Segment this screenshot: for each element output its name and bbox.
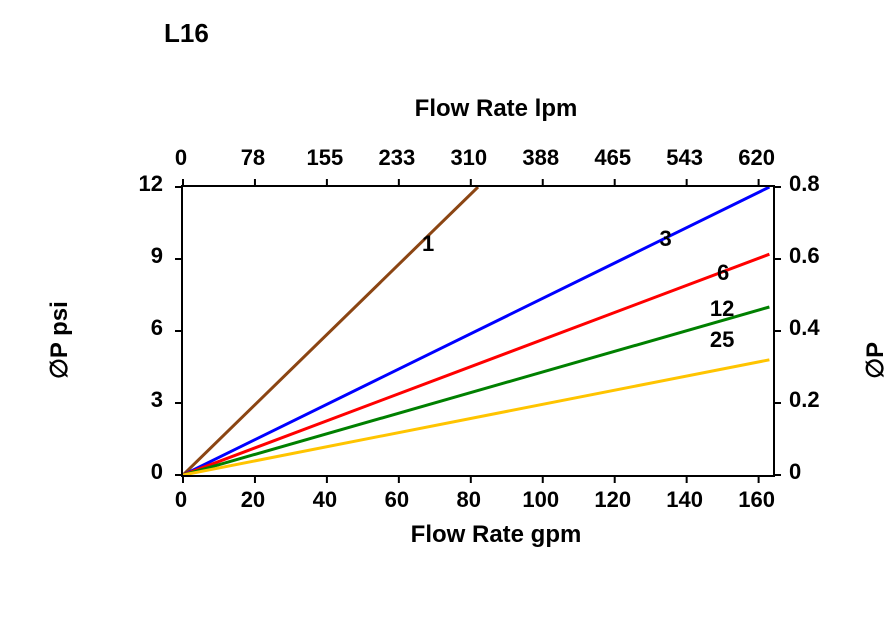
x-bottom-tick-label: 140 — [666, 487, 703, 513]
x-top-tick-label: 620 — [738, 145, 775, 171]
y-left-tick-label: 0 — [151, 459, 163, 485]
y-left-tick-label: 12 — [139, 171, 163, 197]
series-label: 1 — [422, 231, 434, 257]
x-top-tick-label: 155 — [307, 145, 344, 171]
x-bottom-tick-label: 60 — [385, 487, 409, 513]
y-left-axis-title: ∅P psi — [45, 301, 74, 379]
x-bottom-tick-label: 40 — [313, 487, 337, 513]
x-bottom-tick-label: 160 — [738, 487, 775, 513]
chart-svg — [183, 187, 773, 475]
series-line — [183, 254, 769, 475]
series-label: 25 — [710, 327, 734, 353]
x-top-tick-label: 0 — [175, 145, 187, 171]
x-top-tick-label: 543 — [666, 145, 703, 171]
plot-area — [181, 185, 775, 477]
x-top-tick-label: 233 — [378, 145, 415, 171]
y-left-tick-label: 6 — [151, 315, 163, 341]
x-top-axis-title: Flow Rate lpm — [366, 95, 626, 123]
x-top-tick-label: 465 — [594, 145, 631, 171]
series-label: 3 — [659, 226, 671, 252]
y-right-tick-label: 0.4 — [789, 315, 820, 341]
y-left-tick-label: 3 — [151, 387, 163, 413]
x-bottom-tick-label: 0 — [175, 487, 187, 513]
x-bottom-tick-label: 80 — [457, 487, 481, 513]
x-bottom-tick-label: 100 — [522, 487, 559, 513]
y-right-axis-title: ∅P bar — [861, 342, 891, 379]
x-top-tick-label: 78 — [241, 145, 265, 171]
x-top-tick-label: 310 — [450, 145, 487, 171]
series-label: 12 — [710, 296, 734, 322]
y-right-tick-label: 0.6 — [789, 243, 820, 269]
x-bottom-axis-title: Flow Rate gpm — [366, 521, 626, 549]
x-top-tick-label: 388 — [522, 145, 559, 171]
x-bottom-tick-label: 20 — [241, 487, 265, 513]
y-left-tick-label: 9 — [151, 243, 163, 269]
chart-title: L16 — [164, 18, 209, 49]
y-right-tick-label: 0 — [789, 459, 801, 485]
y-right-tick-label: 0.8 — [789, 171, 820, 197]
x-bottom-tick-label: 120 — [594, 487, 631, 513]
series-line — [183, 360, 769, 475]
series-label: 6 — [717, 260, 729, 286]
y-right-tick-label: 0.2 — [789, 387, 820, 413]
